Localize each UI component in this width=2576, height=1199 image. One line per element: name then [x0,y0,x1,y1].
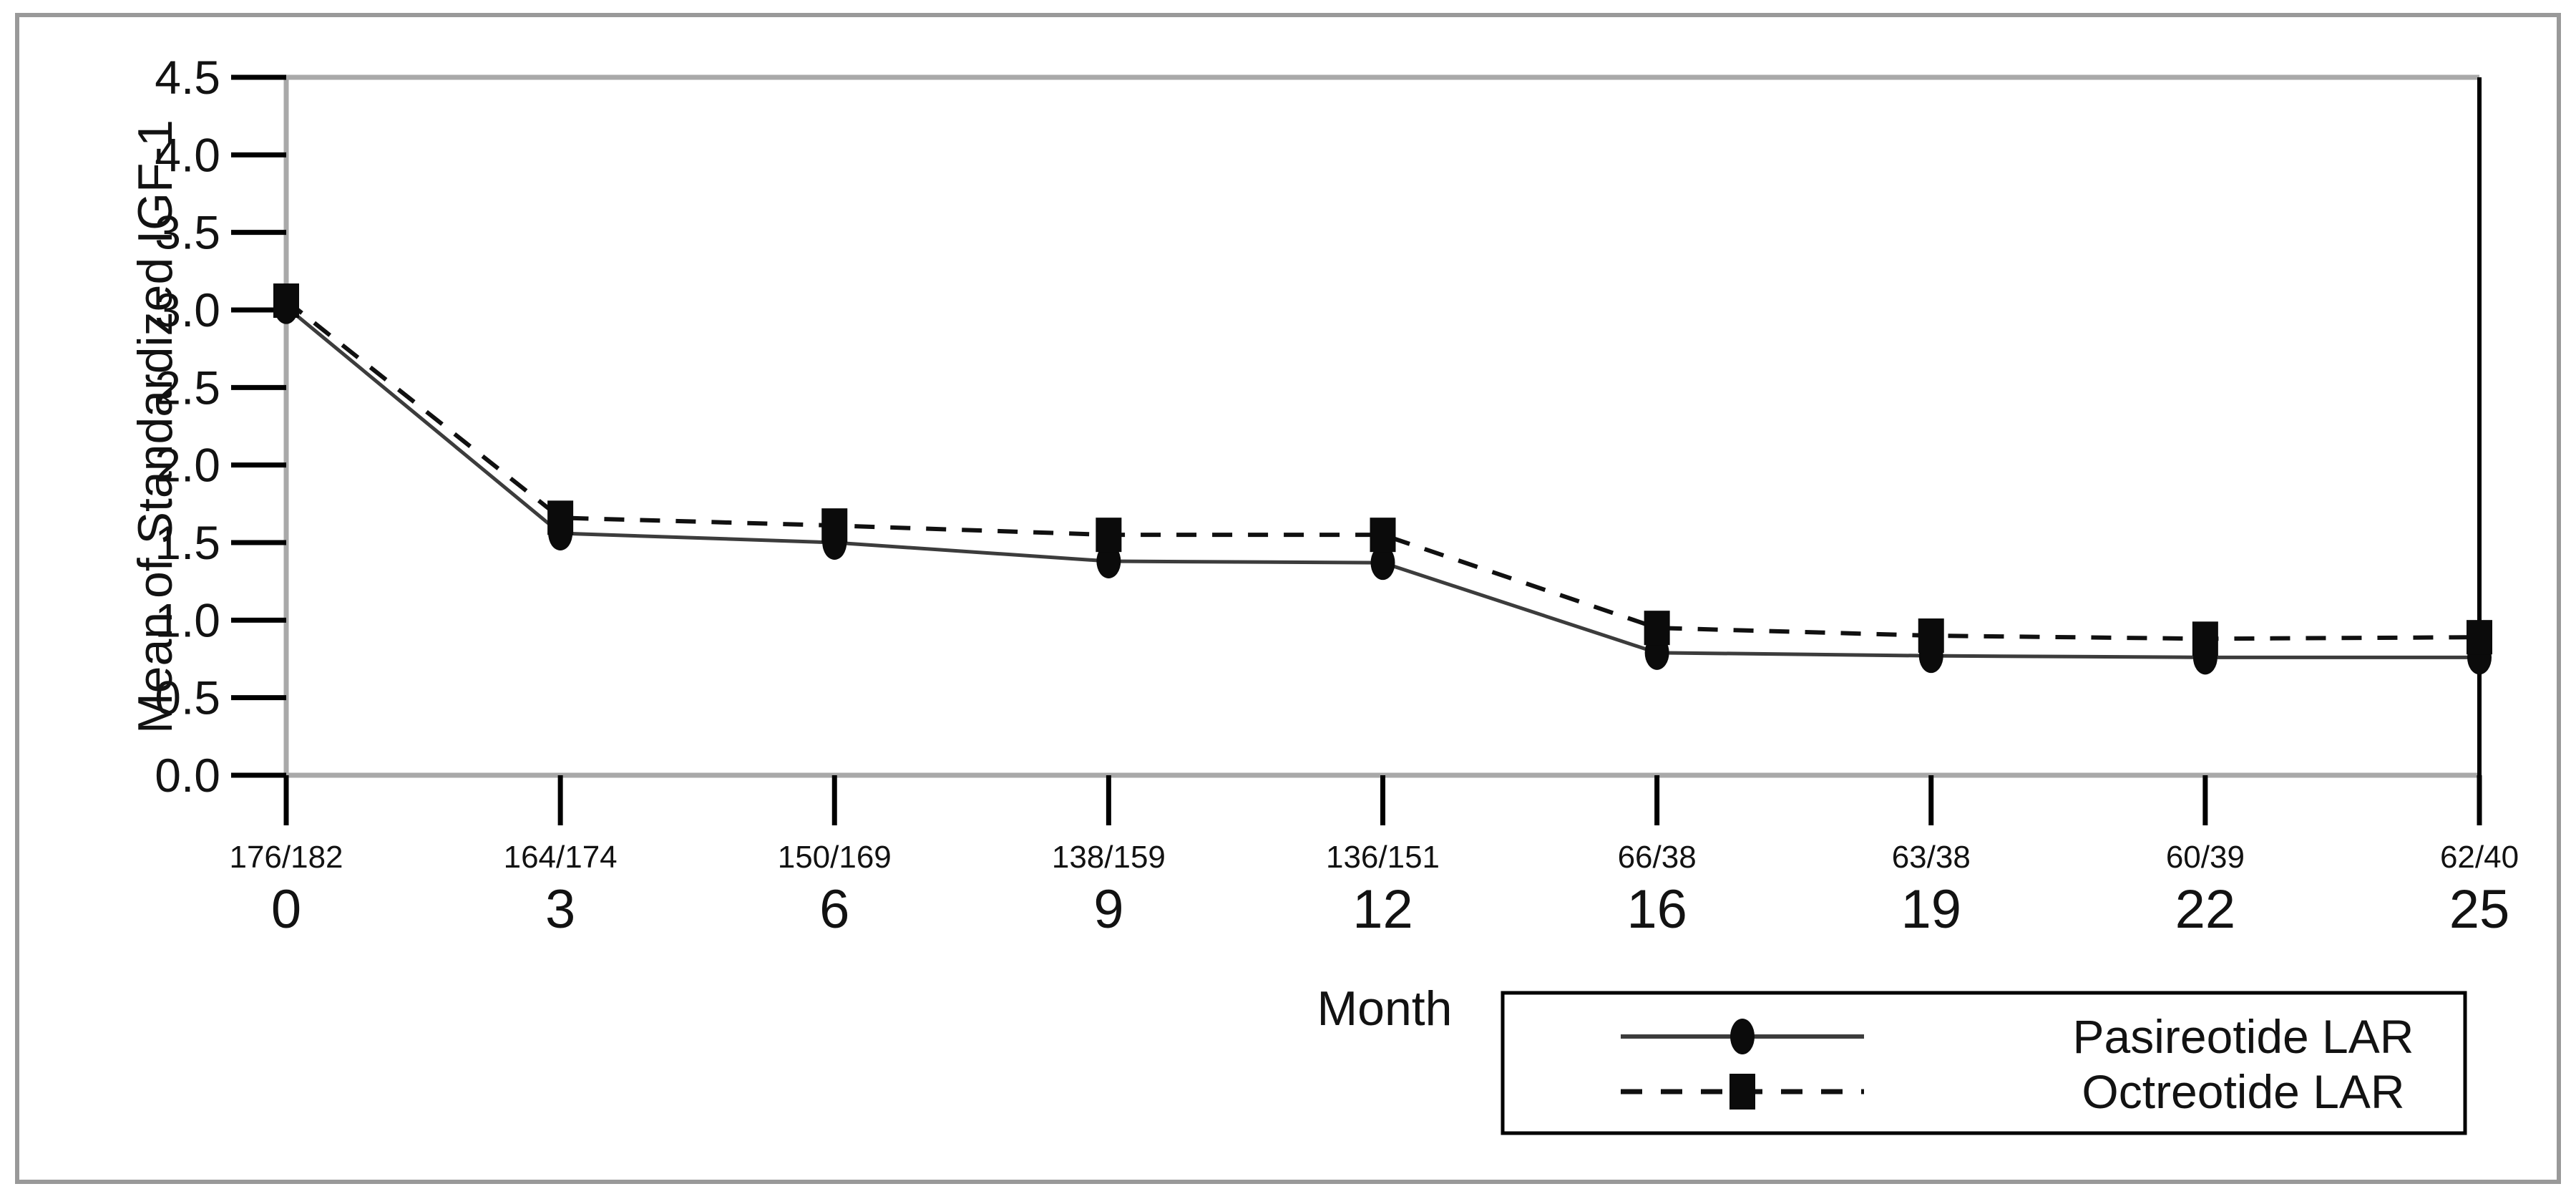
marker-square-octreotide-lar [1370,518,1396,553]
x-axis-title: Month [1317,981,1453,1036]
x-n-label: 176/182 [229,840,343,875]
x-n-label: 150/169 [778,840,892,875]
legend-frame [1501,991,2467,1135]
x-tick-label: 12 [1352,879,1413,940]
x-n-label: 136/151 [1326,840,1440,875]
marker-square-octreotide-lar [1644,611,1670,646]
y-tick-label: 2.5 [155,361,220,414]
x-n-label: 62/40 [2440,840,2519,875]
y-axis-title: Mean of Standardized IGF-1 [128,120,182,734]
x-n-label: 138/159 [1052,840,1166,875]
x-tick-label: 9 [1093,879,1123,940]
x-tick-label: 0 [271,879,301,940]
legend-label-octreotide-lar: Octreotide LAR [2082,1065,2404,1118]
x-tick-label: 19 [1901,879,1961,940]
marker-circle-pasireotide-lar [1370,545,1395,581]
x-tick-label: 16 [1626,879,1687,940]
y-tick-label: 4.5 [155,51,220,104]
marker-square-octreotide-lar [2467,620,2492,655]
figure-border [15,13,2561,1184]
marker-square-octreotide-lar [547,500,574,535]
y-tick-label: 3.5 [155,206,220,259]
x-tick-label: 22 [2175,879,2236,940]
y-tick-label: 2.0 [155,439,220,492]
x-axis: 176/182 0 164/174 3 150/169 6 138/159 9 136/151 1… [229,775,2519,940]
series-layer [273,283,2492,675]
y-tick-label: 1.5 [155,516,220,569]
x-n-label: 60/39 [2166,840,2245,875]
x-n-label: 63/38 [1892,840,1971,875]
y-axis: 0.0 0.5 1.0 1.5 2.0 2.5 3.0 3.5 4.0 4.5 [155,51,286,802]
marker-square-octreotide-lar [1096,518,1122,553]
y-tick-label: 0.0 [155,749,220,802]
legend-marker-circle-pasireotide-lar [1730,1019,1755,1054]
x-n-label: 164/174 [504,840,618,875]
marker-circle-pasireotide-lar [1096,544,1121,578]
x-n-label: 66/38 [1618,840,1697,875]
marker-square-octreotide-lar [821,508,848,543]
marker-square-octreotide-lar [273,283,299,318]
y-tick-label: 4.0 [155,128,220,181]
plot-frame [283,74,2482,778]
x-tick-label: 6 [819,879,849,940]
x-tick-label: 25 [2449,879,2510,940]
y-tick-label: 0.5 [155,671,220,724]
marker-square-octreotide-lar [1918,618,1944,653]
y-tick-label: 1.0 [155,593,220,646]
y-tick-label: 3.0 [155,283,220,336]
marker-square-octreotide-lar [2192,621,2218,656]
x-tick-label: 3 [545,879,575,940]
series-line-pasireotide-lar [285,305,2479,659]
legend-label-pasireotide-lar: Pasireotide LAR [2073,1010,2414,1063]
legend-marker-square-octreotide-lar [1729,1074,1755,1110]
series-line-octreotide-lar [285,298,2480,641]
